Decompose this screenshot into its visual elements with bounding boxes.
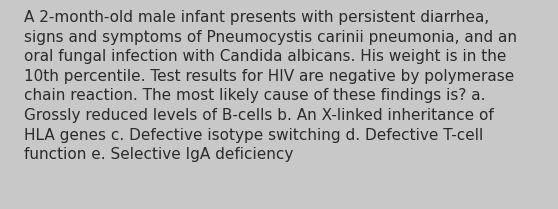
Text: A 2-month-old male infant presents with persistent diarrhea,
signs and symptoms : A 2-month-old male infant presents with … bbox=[23, 10, 517, 162]
